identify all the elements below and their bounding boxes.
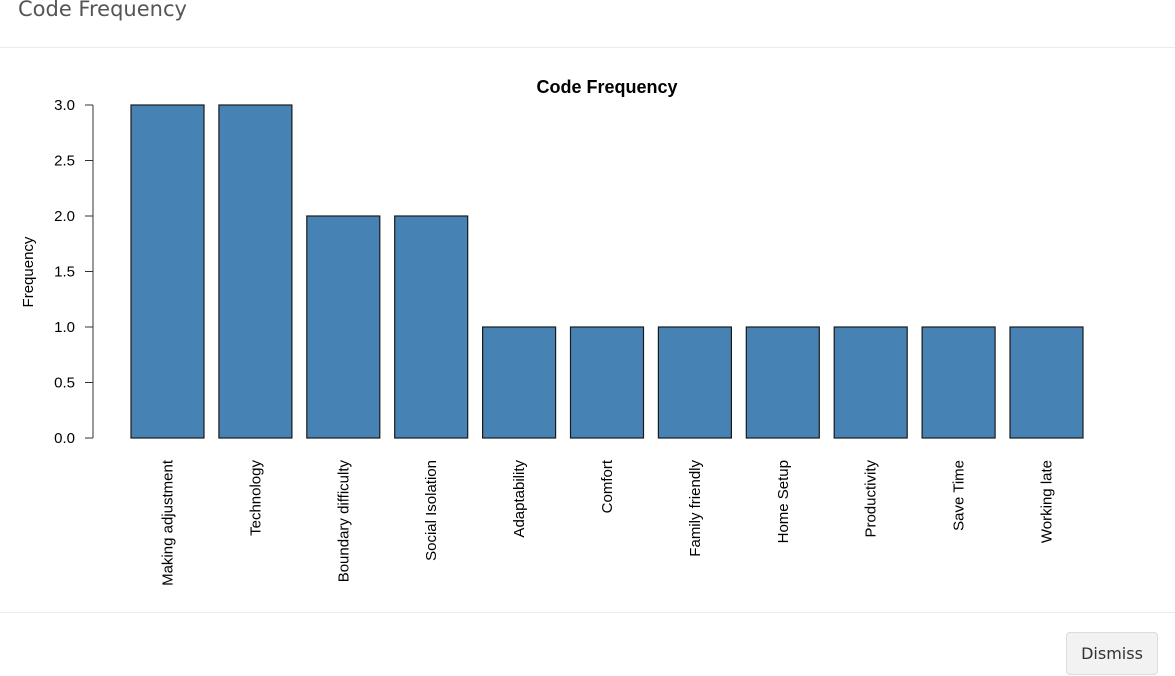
x-tick-label: Social Isolation [423,460,440,561]
bar [130,104,205,439]
bar [1009,326,1084,439]
bar [569,326,645,439]
x-tick-label: Family friendly [687,460,704,557]
modal-footer: Dismiss [0,612,1175,676]
dismiss-button[interactable]: Dismiss [1066,632,1158,675]
x-tick-label: Adaptability [511,460,528,538]
bar [745,326,820,439]
y-tick-label: 1.5 [54,264,75,281]
y-tick-label: 0.5 [54,375,75,392]
x-tick-label: Productivity [863,460,880,538]
x-tick-label: Save Time [951,460,968,531]
x-tick-label: Making adjustment [160,459,177,586]
x-tick-label: Comfort [599,459,616,513]
chart-title: Code Frequency [536,77,677,97]
bar [921,326,996,439]
x-tick-label: Home Setup [775,460,792,543]
y-tick-label: 1.0 [54,319,75,336]
bar [394,215,469,439]
x-tick-label: Boundary difficulty [335,460,352,583]
modal-header: Code Frequency [0,0,1175,48]
bar-chart: Code Frequency Frequency 0.0 0.5 1.0 1.5 2.0… [20,77,1084,586]
y-tick-label: 2.0 [54,208,75,225]
bar [218,104,293,439]
bar [306,215,381,439]
bars-group [130,104,1084,439]
y-tick-label: 0.0 [54,430,75,447]
modal-body: Code Frequency Frequency 0.0 0.5 1.0 1.5 2.0… [0,48,1175,612]
y-axis-label: Frequency [20,236,37,307]
y-axis: 0.0 0.5 1.0 1.5 2.0 2.5 3.0 [54,97,94,447]
bar [657,326,733,439]
x-tick-label: Working late [1039,460,1056,543]
x-tick-label: Technology [247,460,264,536]
modal-title: Code Frequency [18,0,187,21]
y-tick-label: 3.0 [54,97,75,114]
bar [482,326,557,439]
bar [833,326,908,439]
x-axis-labels: Making adjustment Technology Boundary diff… [160,459,1056,586]
y-tick-label: 2.5 [54,153,75,170]
